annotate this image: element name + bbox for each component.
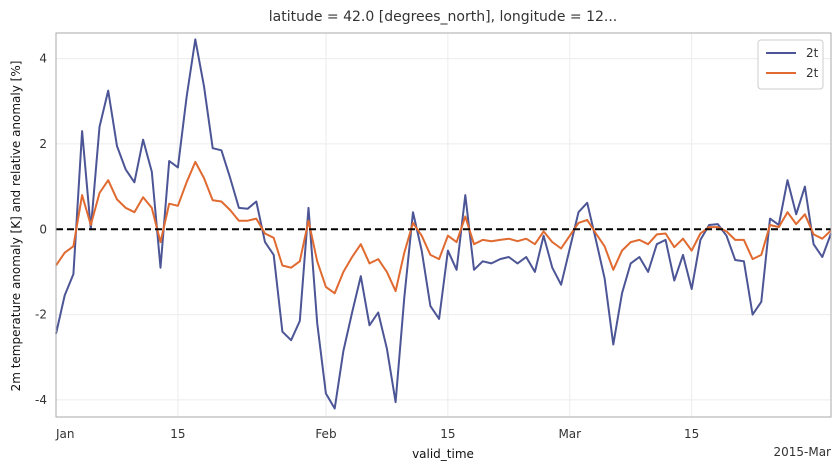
plot-area (55, 38, 832, 410)
y-tick-label: 2 (39, 137, 47, 151)
x-tick-label: 15 (170, 427, 185, 441)
chart-title: latitude = 42.0 [degrees_north], longitu… (269, 9, 617, 25)
y-axis-label: 2m temperature anomaly [K] and relative … (9, 61, 23, 392)
plot-frame (55, 32, 832, 418)
x-axis: Jan 15 Feb 15 Mar 15 (55, 427, 699, 441)
x-tick-label: Feb (315, 427, 336, 441)
x-tick-label: Mar (558, 427, 581, 441)
y-tick-label: 0 (39, 222, 47, 236)
y-tick-label: 4 (39, 52, 47, 66)
y-axis: -4 -2 0 2 4 (35, 52, 47, 407)
legend-label: 2t (806, 66, 819, 80)
y-tick-label: -4 (35, 393, 47, 407)
legend-label: 2t (806, 46, 819, 60)
x-axis-offset-label: 2015-Mar (773, 445, 831, 459)
y-tick-label: -2 (35, 308, 47, 322)
series-line-2 (55, 160, 832, 295)
x-axis-label: valid_time (412, 447, 474, 461)
x-tick-label: 15 (684, 427, 699, 441)
x-tick-label: Jan (55, 427, 75, 441)
series-line-1 (55, 38, 832, 410)
x-tick-label: 15 (440, 427, 455, 441)
